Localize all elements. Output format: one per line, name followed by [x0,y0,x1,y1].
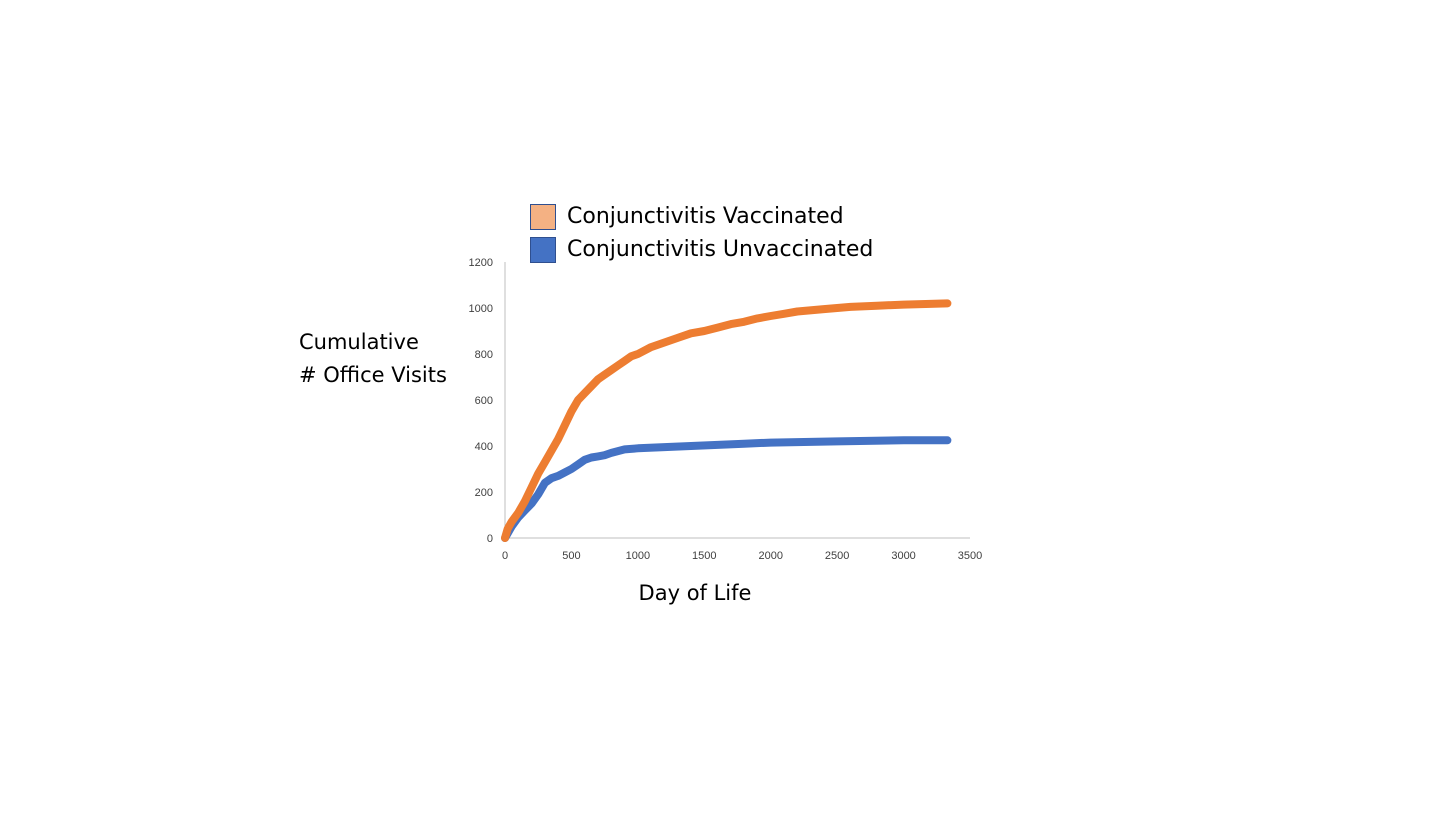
series-line-unvaccinated [501,436,952,542]
legend-label-unvaccinated: Conjunctivitis Unvaccinated [567,237,874,262]
x-tick-label: 2000 [758,550,782,562]
y-axis-title: Cumulative # Office Visits [299,326,447,392]
x-tick-label: 3500 [958,550,982,562]
x-tick-label: 3000 [891,550,915,562]
x-tick-label: 500 [562,550,580,562]
y-tick-label: 400 [475,441,493,453]
legend: Conjunctivitis Vaccinated Conjunctivitis… [530,200,873,266]
legend-swatch-vaccinated [530,203,556,230]
y-tick-label: 1200 [469,257,493,269]
y-tick-label: 1000 [469,303,493,315]
x-tick-label: 1500 [692,550,716,562]
y-axis-title-line-1: Cumulative [299,330,419,354]
series-line-vaccinated [501,299,952,542]
x-axis-title: Day of Life [638,581,752,605]
y-tick-label: 0 [487,533,493,545]
legend-label-vaccinated: Conjunctivitis Vaccinated [567,204,844,229]
y-tick-label: 200 [475,487,493,499]
legend-swatch-unvaccinated [530,236,556,263]
x-tick-label: 1000 [626,550,650,562]
legend-item-unvaccinated: Conjunctivitis Unvaccinated [530,233,873,266]
legend-item-vaccinated: Conjunctivitis Vaccinated [530,200,873,233]
y-axis-title-line-2: # Office Visits [299,363,447,387]
y-tick-label: 800 [475,349,493,361]
y-tick-label: 600 [475,395,493,407]
x-tick-label: 0 [502,550,508,562]
x-tick-label: 2500 [825,550,849,562]
